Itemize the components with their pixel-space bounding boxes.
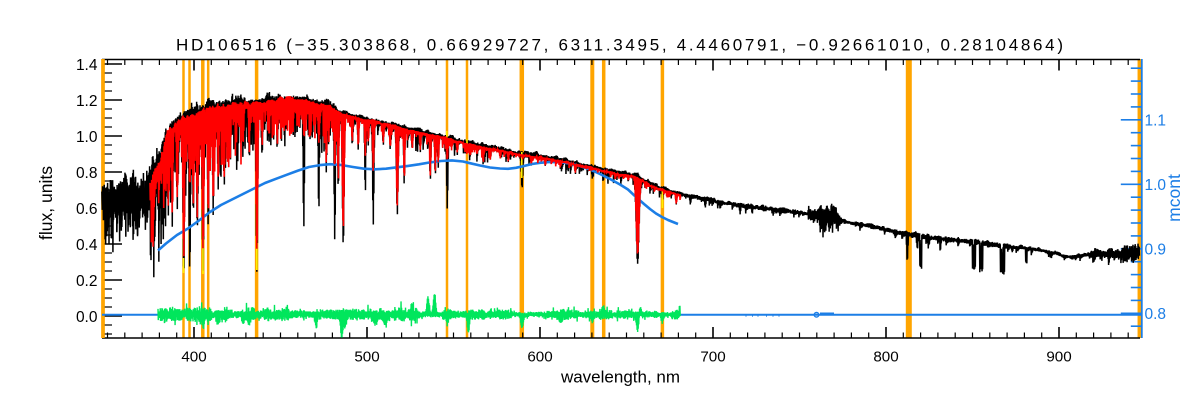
svg-text:1.0: 1.0 bbox=[1145, 177, 1167, 194]
svg-text:1.2: 1.2 bbox=[76, 93, 98, 110]
svg-text:0.8: 0.8 bbox=[76, 165, 98, 182]
svg-text:0.2: 0.2 bbox=[76, 273, 98, 290]
svg-text:400: 400 bbox=[181, 349, 206, 366]
svg-text:1.1: 1.1 bbox=[1145, 112, 1167, 129]
svg-text:0.9: 0.9 bbox=[1145, 241, 1167, 258]
svg-text:0.6: 0.6 bbox=[76, 201, 98, 218]
svg-text:flux, units: flux, units bbox=[36, 166, 56, 240]
svg-text:600: 600 bbox=[527, 349, 552, 366]
svg-text:1.0: 1.0 bbox=[76, 129, 98, 146]
svg-text:800: 800 bbox=[873, 349, 898, 366]
svg-text:500: 500 bbox=[354, 349, 379, 366]
svg-text:HD106516 (−35.303868, 0.669: HD106516 (−35.303868, 0.66929727, 6311.3… bbox=[176, 36, 1066, 55]
svg-text:mcont: mcont bbox=[1164, 174, 1184, 222]
svg-text:0.4: 0.4 bbox=[76, 237, 98, 254]
svg-text:0.0: 0.0 bbox=[76, 309, 98, 326]
svg-text:wavelength, nm: wavelength, nm bbox=[560, 368, 680, 387]
svg-text:900: 900 bbox=[1046, 349, 1071, 366]
svg-text:700: 700 bbox=[700, 349, 725, 366]
svg-text:1.4: 1.4 bbox=[76, 57, 98, 74]
svg-text:0.8: 0.8 bbox=[1145, 306, 1167, 323]
